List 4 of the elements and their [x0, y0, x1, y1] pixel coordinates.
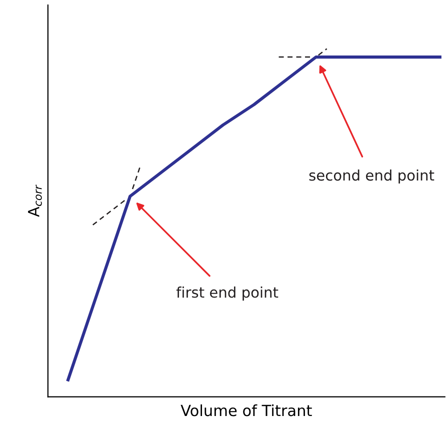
annotation: second end point: [309, 169, 434, 184]
x-axis-title: Volume of Titrant: [180, 404, 312, 416]
y-axis-title: A$_{corr}$: [28, 184, 42, 217]
annotation: first end point: [176, 286, 278, 301]
